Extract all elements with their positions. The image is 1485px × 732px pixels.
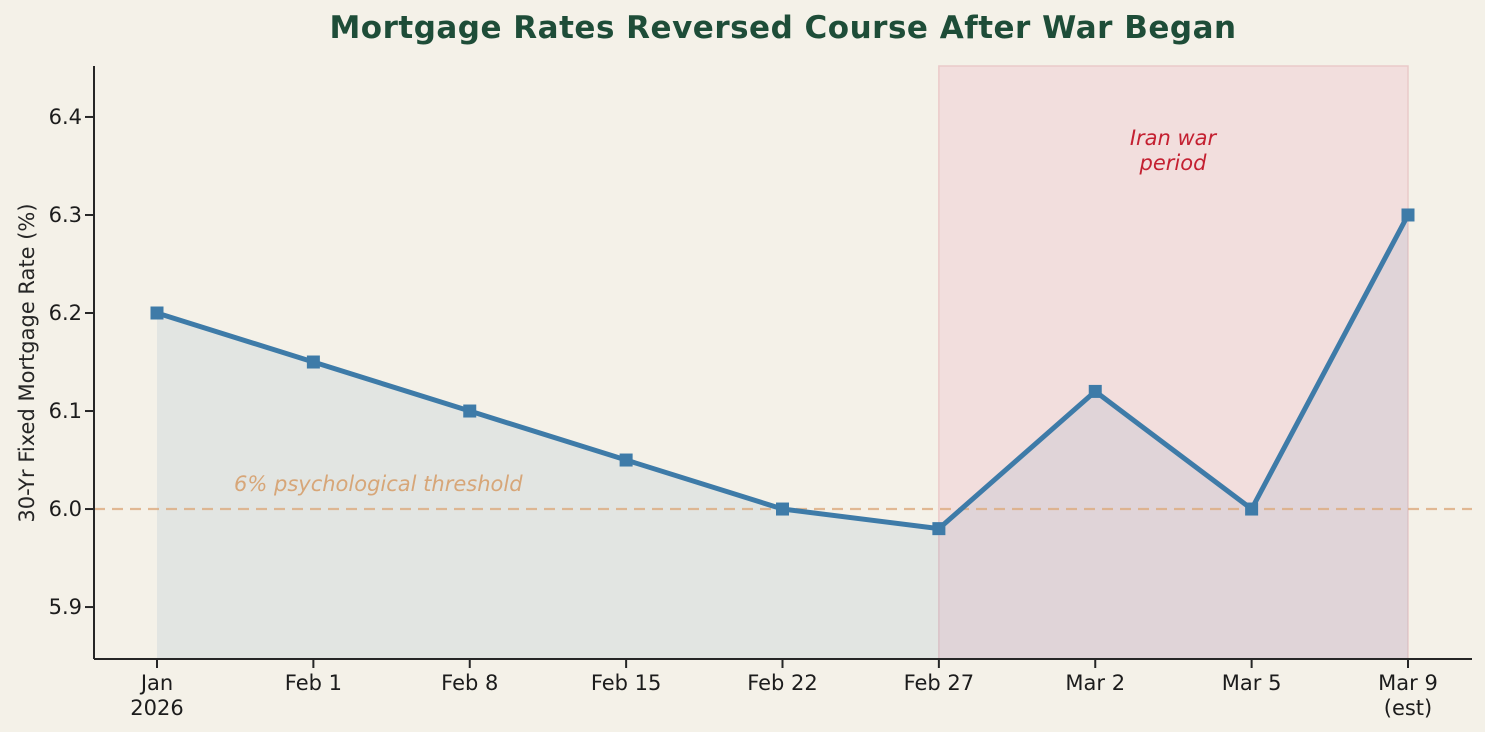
- data-point-marker: [463, 404, 477, 418]
- war-period-annotation: Iran war period: [1129, 126, 1217, 175]
- y-tick-label: 6.1: [48, 399, 82, 424]
- data-point-marker: [306, 355, 320, 369]
- y-tick-label: 6.0: [48, 497, 82, 522]
- x-tick-label: Mar 5: [1221, 671, 1282, 695]
- data-point-marker: [1401, 208, 1415, 222]
- x-tick-label: Feb 15: [590, 671, 662, 695]
- chart-title: Mortgage Rates Reversed Course After War…: [329, 10, 1237, 46]
- data-point-marker: [932, 522, 946, 536]
- x-tick-label: Mar 2: [1065, 671, 1126, 695]
- data-point-marker: [150, 306, 164, 320]
- y-tick-label: 6.4: [48, 104, 82, 129]
- y-tick-label: 5.9: [48, 595, 82, 620]
- data-point-marker: [776, 502, 789, 516]
- area-fill: [157, 214, 1408, 660]
- x-tick-label: Feb 27: [903, 671, 975, 695]
- x-tick-label: Mar 9 (est): [1378, 671, 1438, 720]
- y-tick-label: 6.2: [48, 301, 82, 325]
- data-point-marker: [1088, 384, 1102, 398]
- x-tick-label: Feb 1: [284, 671, 342, 695]
- y-tick-label: 6.3: [48, 202, 82, 227]
- threshold-annotation: 6% psychological threshold: [234, 472, 523, 496]
- data-point-marker: [619, 453, 633, 467]
- data-point-marker: [1245, 502, 1259, 516]
- x-tick-label: Feb 22: [747, 671, 818, 695]
- x-tick-label: Feb 8: [441, 671, 499, 695]
- x-tick-label: Jan 2026: [130, 671, 184, 720]
